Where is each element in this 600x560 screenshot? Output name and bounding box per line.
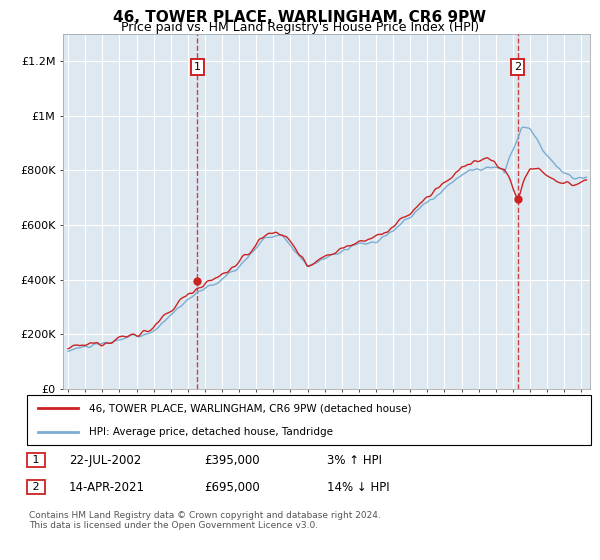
Text: 22-JUL-2002: 22-JUL-2002 bbox=[69, 454, 141, 467]
Text: £695,000: £695,000 bbox=[204, 480, 260, 494]
Text: Contains HM Land Registry data © Crown copyright and database right 2024.
This d: Contains HM Land Registry data © Crown c… bbox=[29, 511, 380, 530]
Text: 14% ↓ HPI: 14% ↓ HPI bbox=[327, 480, 389, 494]
Text: £395,000: £395,000 bbox=[204, 454, 260, 467]
Text: 1: 1 bbox=[194, 62, 201, 72]
FancyBboxPatch shape bbox=[27, 395, 591, 445]
Text: HPI: Average price, detached house, Tandridge: HPI: Average price, detached house, Tand… bbox=[89, 427, 333, 437]
Text: 14-APR-2021: 14-APR-2021 bbox=[69, 480, 145, 494]
Text: 46, TOWER PLACE, WARLINGHAM, CR6 9PW (detached house): 46, TOWER PLACE, WARLINGHAM, CR6 9PW (de… bbox=[89, 403, 412, 413]
Text: 2: 2 bbox=[514, 62, 521, 72]
Text: 2: 2 bbox=[29, 482, 43, 492]
Text: 46, TOWER PLACE, WARLINGHAM, CR6 9PW: 46, TOWER PLACE, WARLINGHAM, CR6 9PW bbox=[113, 10, 487, 25]
Text: 3% ↑ HPI: 3% ↑ HPI bbox=[327, 454, 382, 467]
Text: Price paid vs. HM Land Registry's House Price Index (HPI): Price paid vs. HM Land Registry's House … bbox=[121, 21, 479, 34]
Text: 1: 1 bbox=[29, 455, 43, 465]
